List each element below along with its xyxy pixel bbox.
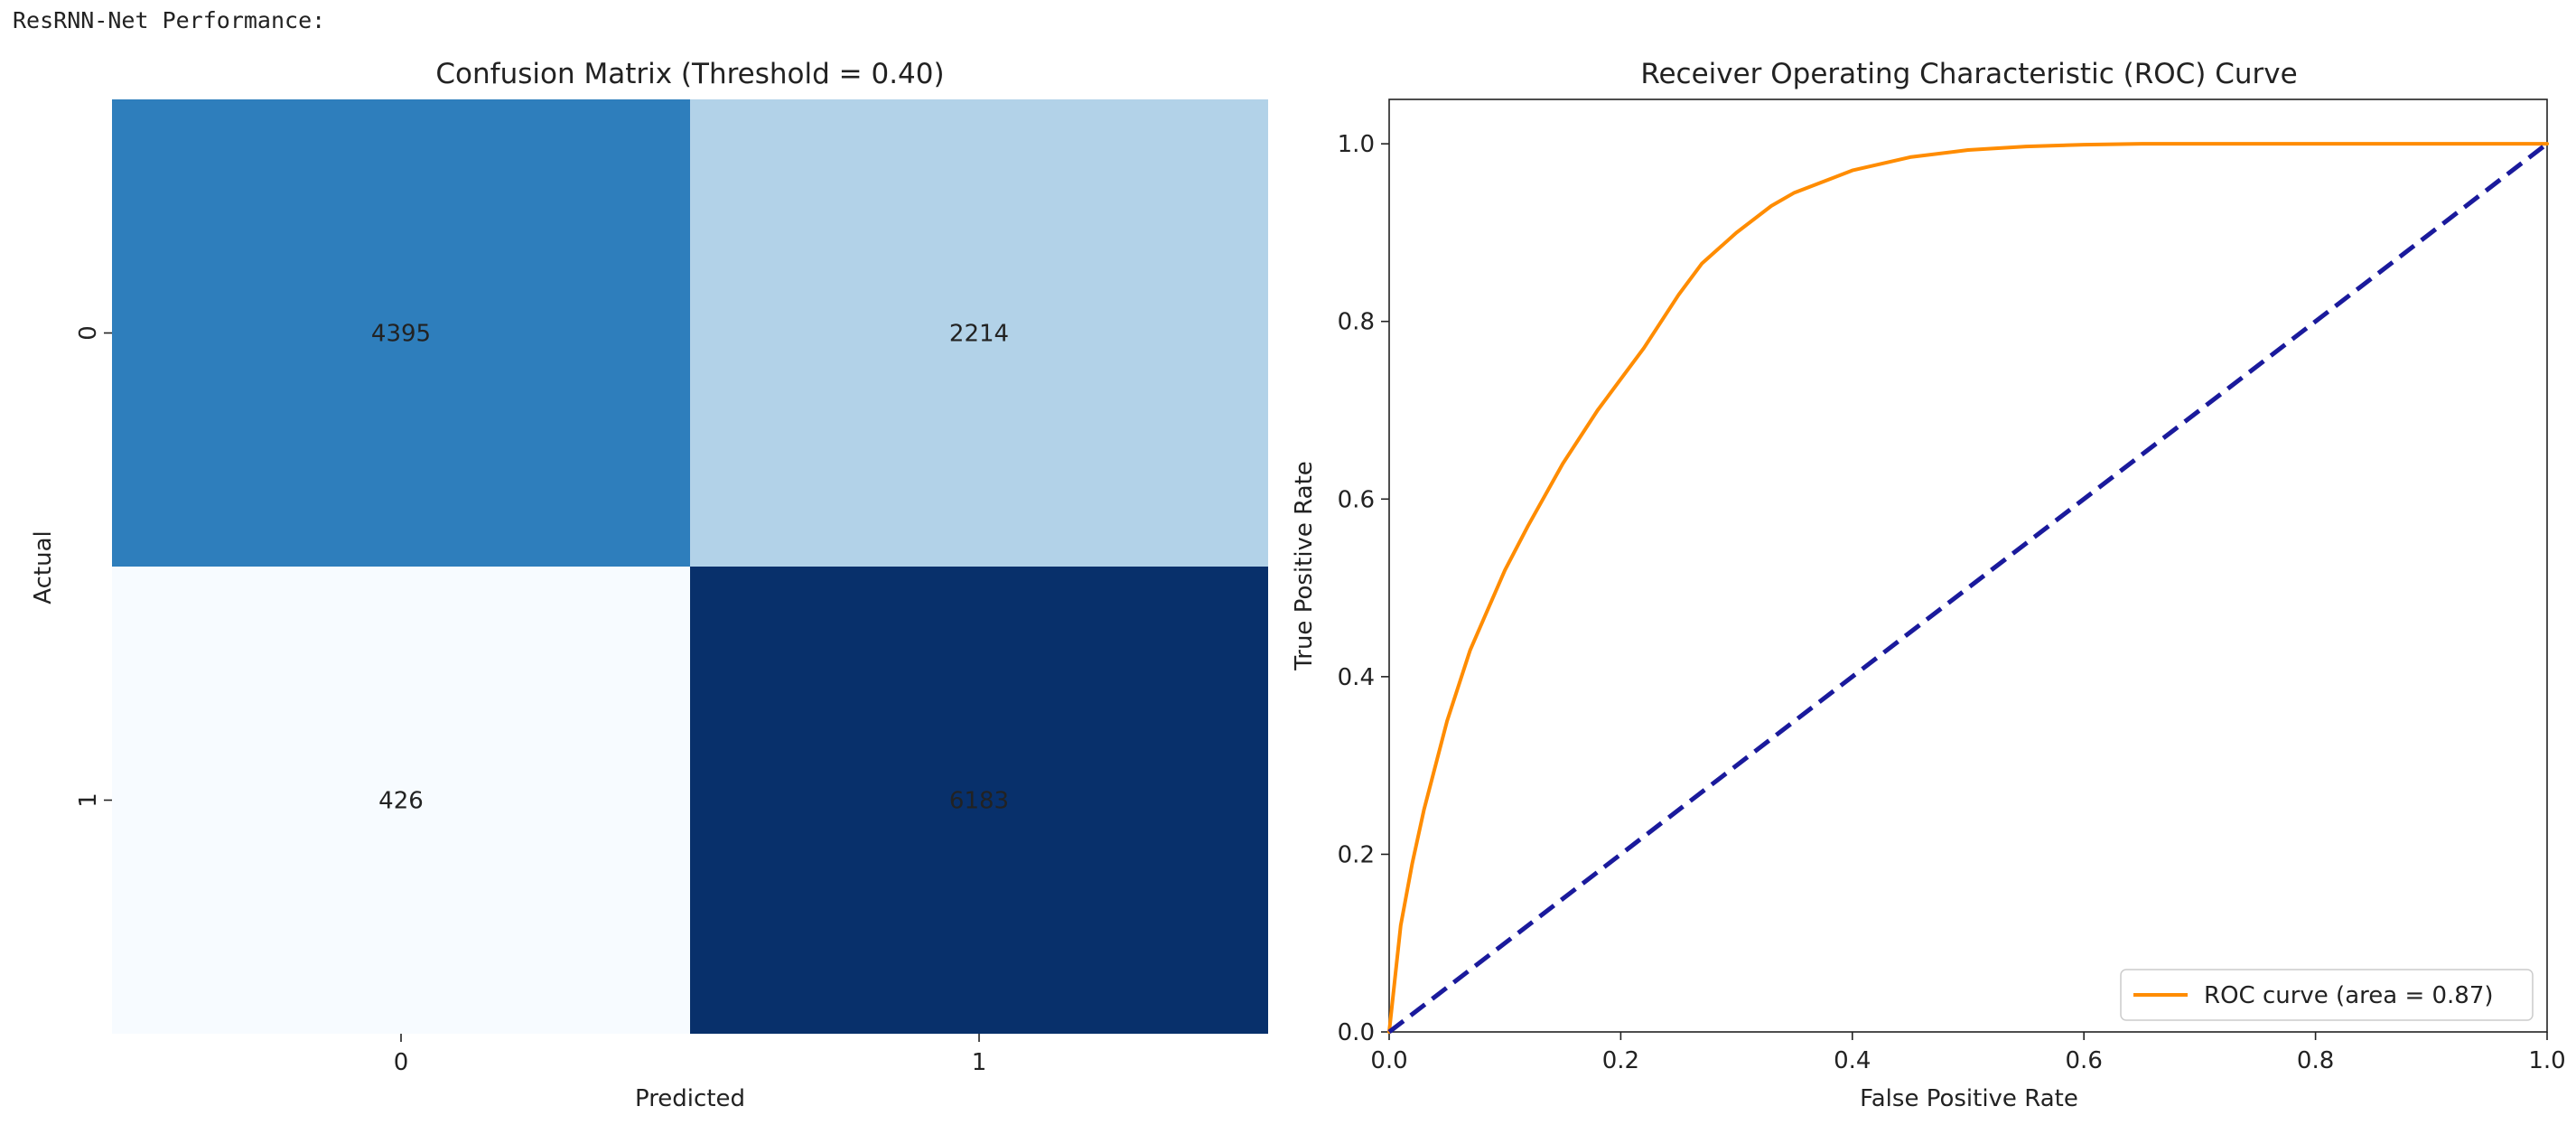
- legend-box: [2120, 969, 2534, 1021]
- roc-ytick-label: 0.2: [1338, 841, 1375, 868]
- roc-xlabel: False Positive Rate: [1860, 1085, 2078, 1112]
- cm-cells: 4395 2214 426 6183: [112, 99, 1268, 1034]
- cm-cell-1-1: [690, 567, 1268, 1034]
- roc-ytick-label: 0.8: [1338, 309, 1375, 336]
- cm-xtick-label: 0: [394, 1049, 409, 1076]
- cm-cell-0-0: [112, 99, 690, 567]
- cm-cell-label-0-1: 2214: [949, 321, 1009, 348]
- roc-title: Receiver Operating Characteristic (ROC) …: [1640, 58, 2297, 90]
- roc-panel: Receiver Operating Characteristic (ROC) …: [1291, 58, 2566, 1112]
- cm-xlabel: Predicted: [635, 1085, 745, 1112]
- roc-ytick-label: 0.4: [1338, 664, 1375, 691]
- cm-xtick-label: 1: [972, 1049, 987, 1076]
- cm-ytick-label: 0: [75, 325, 102, 341]
- cm-cell-label-1-1: 6183: [949, 788, 1009, 815]
- figure-heading: ResRNN-Net Performance:: [13, 7, 326, 33]
- roc-xtick-label: 0.4: [1834, 1047, 1871, 1074]
- cm-ticks: 0 1 0 1: [75, 325, 986, 1076]
- legend-label: ROC curve (area = 0.87): [2204, 982, 2494, 1009]
- confusion-matrix-panel: Confusion Matrix (Threshold = 0.40) 4395…: [30, 58, 1268, 1112]
- roc-ytick-label: 0.0: [1338, 1019, 1375, 1046]
- roc-xtick-label: 0.6: [2066, 1047, 2103, 1074]
- roc-xtick-label: 0.0: [1370, 1047, 1407, 1074]
- roc-xtick-label: 0.8: [2297, 1047, 2334, 1074]
- cm-cell-label-0-0: 4395: [371, 321, 431, 348]
- cm-ylabel: Actual: [30, 530, 57, 604]
- roc-legend: ROC curve (area = 0.87): [2120, 969, 2534, 1021]
- cm-title: Confusion Matrix (Threshold = 0.40): [435, 58, 944, 90]
- roc-diagonal-line: [1387, 142, 2549, 1034]
- cm-cell-1-0: [112, 567, 690, 1034]
- cm-cell-label-1-0: 426: [378, 788, 424, 815]
- roc-xtick-label: 1.0: [2528, 1047, 2565, 1074]
- roc-ylabel: True Positive Rate: [1291, 461, 1318, 671]
- roc-curve-line: [1387, 142, 2549, 1034]
- roc-ticks: 0.0 0.2 0.4 0.6 0.8 1.0 0.0 0.2 0.4 0.6 0.8 1.0: [1338, 131, 2566, 1074]
- roc-xtick-label: 0.2: [1602, 1047, 1639, 1074]
- roc-ytick-label: 1.0: [1338, 131, 1375, 158]
- cm-cell-0-1: [690, 99, 1268, 567]
- roc-plot-frame: [1388, 98, 2548, 1033]
- roc-lines: [1387, 142, 2549, 1034]
- roc-ytick-label: 0.6: [1338, 486, 1375, 513]
- cm-ytick-label: 1: [75, 792, 102, 808]
